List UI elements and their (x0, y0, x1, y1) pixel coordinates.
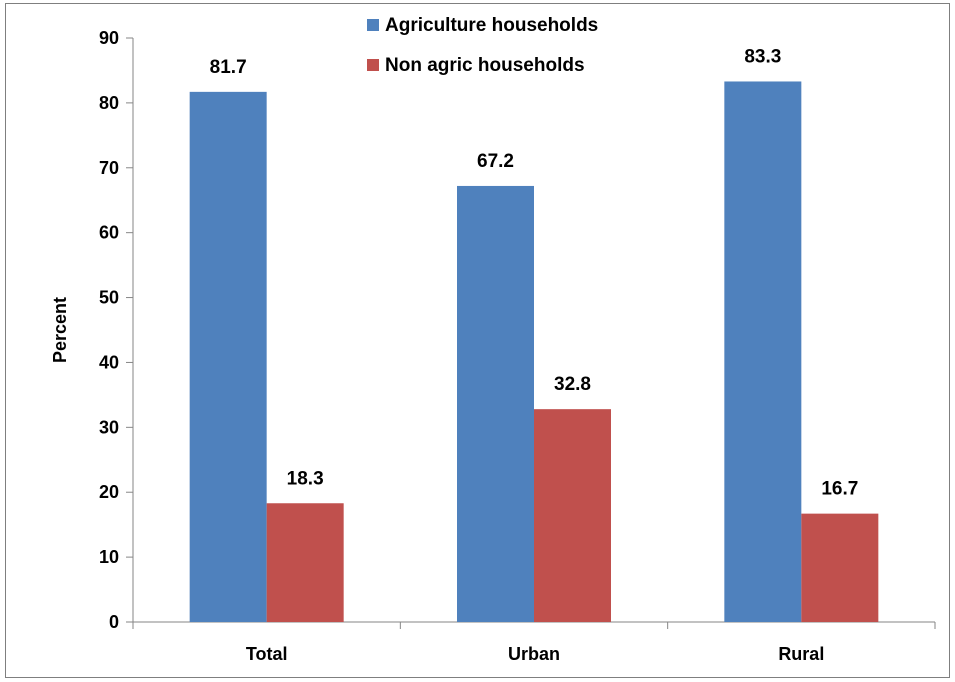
data-label: 83.3 (744, 46, 781, 67)
bars (189, 81, 879, 623)
legend-label: Non agric households (385, 55, 585, 76)
data-label: 81.7 (210, 57, 247, 78)
y-tick-label: 10 (99, 547, 119, 567)
y-tick-label: 80 (99, 93, 119, 113)
y-tick-label: 30 (99, 417, 119, 437)
y-axis-title: Percent (50, 297, 70, 363)
bar-agriculture-urban (457, 185, 534, 623)
bar-non-agric-total (266, 503, 344, 622)
data-labels: 81.7 67.2 83.3 18.3 32.8 16.7 (210, 46, 859, 499)
x-tick-label: Rural (778, 644, 824, 664)
y-tick-label: 60 (99, 223, 119, 243)
x-tick-label: Urban (508, 644, 560, 664)
y-tick-label: 40 (99, 352, 119, 372)
legend-label: Agriculture households (385, 15, 598, 36)
data-label: 18.3 (287, 468, 324, 489)
x-tick-label: Total (246, 644, 288, 664)
legend: Agriculture households Non agric househol… (367, 15, 598, 76)
data-label: 16.7 (821, 479, 858, 500)
y-tick-label: 50 (99, 288, 119, 308)
y-tick-label: 0 (109, 612, 119, 632)
y-tick-label: 20 (99, 482, 119, 502)
data-label: 32.8 (554, 374, 591, 395)
data-label: 67.2 (477, 151, 514, 172)
bar-non-agric-rural (801, 513, 879, 622)
bar-non-agric-urban (534, 409, 611, 622)
legend-swatch (367, 19, 379, 31)
bar-agriculture-rural (724, 81, 802, 622)
bar-agriculture-total (189, 91, 267, 622)
y-tick-label: 70 (99, 158, 119, 178)
legend-swatch (367, 59, 379, 71)
y-tick-label: 90 (99, 28, 119, 48)
